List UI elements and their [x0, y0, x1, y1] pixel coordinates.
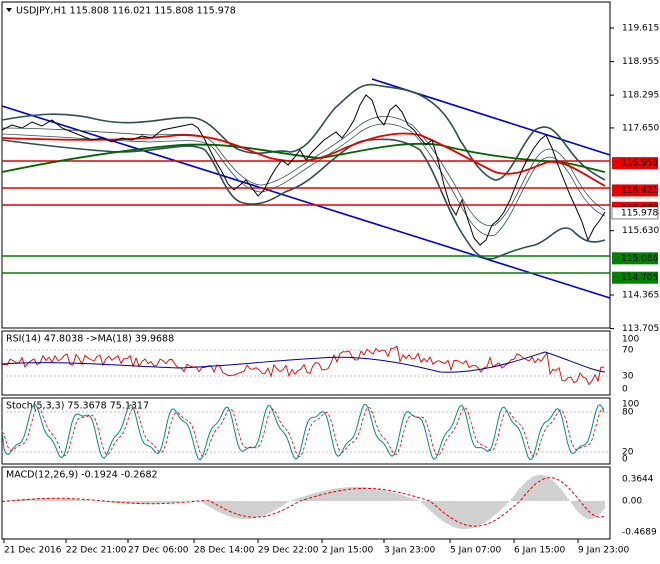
price-tag-label: 115.086 — [621, 254, 658, 264]
macd-signal-line — [1, 477, 605, 527]
time-tick-label: 27 Dec 06:00 — [128, 546, 189, 556]
rsi-tick-label: 100 — [622, 335, 639, 345]
stoch-tick-label: 20 — [622, 448, 634, 458]
rsi-label: RSI(14) 47.8038 ->MA(18) 39.9688 — [6, 334, 174, 345]
price-tag-label: 116.421 — [621, 186, 658, 196]
stoch-tick-label: 80 — [622, 408, 634, 418]
triangle-down-icon[interactable] — [6, 8, 12, 12]
price-tag-green-level-2 — [612, 271, 658, 284]
price-axis: 119.615 118.955 118.295 117.650 116.958 116.4… — [610, 24, 659, 334]
macd-axis: 0.3644 0.00 -0.4689 — [622, 475, 657, 538]
price-tick-label: 117.650 — [622, 123, 659, 133]
main-panel — [1, 1, 611, 329]
price-tick-label: 114.365 — [622, 291, 659, 301]
stoch-k-line — [1, 403, 605, 461]
price-tick-label: 115.630 — [622, 226, 659, 236]
ma-red — [1, 132, 606, 187]
price-tag-red-level-2 — [612, 184, 658, 197]
price-tag-green-level-1 — [612, 252, 658, 265]
macd-panel — [1, 466, 611, 540]
price-tag-red-level-1 — [612, 157, 658, 170]
time-axis: 21 Dec 2016 22 Dec 21:00 27 Dec 06:00 28 De… — [3, 539, 630, 556]
price-tick-label: 119.615 — [622, 24, 659, 34]
price-tick-label: 113.705 — [622, 324, 659, 334]
rsi-tick-label: 70 — [622, 346, 634, 356]
price-tag-label: 114.705 — [621, 273, 658, 283]
current-price-tag — [611, 206, 659, 220]
time-tick-label: 6 Jan 15:00 — [514, 546, 566, 556]
price-tick-label: 118.295 — [622, 91, 659, 101]
time-tick-label: 2 Jan 15:00 — [322, 546, 374, 556]
rsi-line — [1, 345, 605, 386]
macd-tick-label: -0.4689 — [622, 528, 657, 538]
time-tick-label: 21 Dec 2016 — [4, 546, 62, 556]
stoch-panel — [1, 397, 611, 465]
stoch-tick-label: 100 — [622, 400, 639, 410]
rsi-ma-line — [1, 351, 606, 373]
macd-tick-label: 0.3644 — [622, 475, 654, 485]
time-tick-label: 9 Jan 23:00 — [578, 546, 630, 556]
price-line — [1, 94, 606, 246]
rsi-tick-label: 30 — [622, 372, 634, 382]
rsi-tick-label: 0 — [622, 385, 628, 395]
time-tick-label: 22 Dec 21:00 — [66, 546, 127, 556]
macd-label: MACD(12,26,9) -0.1924 -0.2682 — [6, 470, 158, 481]
stoch-d-line — [1, 406, 605, 458]
price-tick-label: 118.955 — [622, 57, 659, 67]
inner-envelope-lower — [1, 123, 606, 237]
time-tick-label: 29 Dec 22:00 — [258, 546, 319, 556]
current-price-label: 115.978 — [621, 208, 658, 218]
stoch-label: Stoch(5,3,3) 75.3678 75.1317 — [6, 401, 149, 412]
time-tick-label: 5 Jan 07:00 — [450, 546, 502, 556]
bollinger-upper — [1, 83, 606, 181]
stoch-tick-label: 0 — [622, 455, 628, 465]
macd-tick-label: 0.00 — [622, 497, 642, 507]
time-tick-label: 3 Jan 23:00 — [384, 546, 436, 556]
time-tick-label: 28 Dec 14:00 — [194, 546, 255, 556]
price-tag-label: 116.958 — [621, 159, 658, 169]
symbol-title: USDJPY,H1 115.808 116.021 115.808 115.97… — [16, 6, 236, 17]
